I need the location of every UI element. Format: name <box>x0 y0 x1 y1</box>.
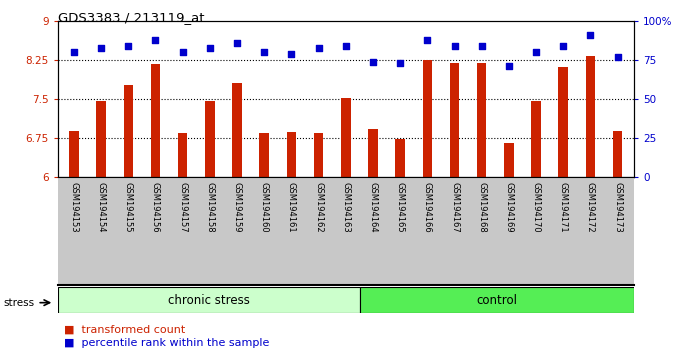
Text: GSM194153: GSM194153 <box>69 182 79 233</box>
Bar <box>178 133 187 177</box>
Text: GSM194169: GSM194169 <box>504 182 513 233</box>
Bar <box>205 101 215 177</box>
Bar <box>260 133 269 177</box>
Text: GSM194173: GSM194173 <box>613 182 622 233</box>
Text: ■  percentile rank within the sample: ■ percentile rank within the sample <box>64 338 270 348</box>
Bar <box>96 101 106 177</box>
Point <box>68 50 79 55</box>
Bar <box>368 129 378 177</box>
Point <box>558 43 569 49</box>
Text: GSM194168: GSM194168 <box>477 182 486 233</box>
Text: GSM194172: GSM194172 <box>586 182 595 233</box>
Bar <box>586 56 595 177</box>
Text: GSM194160: GSM194160 <box>260 182 268 233</box>
Point <box>177 50 188 55</box>
Point <box>286 51 297 57</box>
Bar <box>532 101 541 177</box>
Point <box>367 59 378 64</box>
Text: GSM194157: GSM194157 <box>178 182 187 233</box>
Point <box>504 64 515 69</box>
Text: control: control <box>476 293 517 307</box>
Text: GSM194154: GSM194154 <box>97 182 106 233</box>
Point <box>476 43 487 49</box>
Bar <box>504 143 514 177</box>
Text: GSM194163: GSM194163 <box>341 182 351 233</box>
Text: GSM194156: GSM194156 <box>151 182 160 233</box>
Text: GSM194165: GSM194165 <box>396 182 405 233</box>
Point <box>313 45 324 51</box>
Point <box>150 37 161 43</box>
Text: GSM194170: GSM194170 <box>532 182 540 233</box>
Point <box>531 50 542 55</box>
Point <box>259 50 270 55</box>
Bar <box>123 85 133 177</box>
Point <box>422 37 433 43</box>
Point <box>449 43 460 49</box>
Text: ■  transformed count: ■ transformed count <box>64 325 186 335</box>
Text: GSM194162: GSM194162 <box>314 182 323 233</box>
Point <box>232 40 243 46</box>
Text: GSM194164: GSM194164 <box>368 182 378 233</box>
Text: GSM194158: GSM194158 <box>205 182 214 233</box>
Bar <box>151 64 160 177</box>
Bar <box>422 60 432 177</box>
Point <box>585 33 596 38</box>
Point <box>96 45 106 51</box>
Point <box>340 43 351 49</box>
Text: GDS3383 / 213119_at: GDS3383 / 213119_at <box>58 11 204 24</box>
Point <box>205 45 216 51</box>
Bar <box>58 287 359 313</box>
Bar <box>233 82 242 177</box>
Bar <box>450 63 459 177</box>
Bar <box>559 67 568 177</box>
Bar <box>477 63 486 177</box>
Text: GSM194155: GSM194155 <box>124 182 133 233</box>
Bar <box>314 133 323 177</box>
Text: chronic stress: chronic stress <box>167 293 250 307</box>
Bar <box>395 139 405 177</box>
Bar <box>69 131 79 177</box>
Bar <box>341 98 351 177</box>
Text: GSM194171: GSM194171 <box>559 182 567 233</box>
Text: GSM194166: GSM194166 <box>423 182 432 233</box>
Bar <box>287 132 296 177</box>
Text: GSM194161: GSM194161 <box>287 182 296 233</box>
Point <box>612 54 623 60</box>
Text: GSM194167: GSM194167 <box>450 182 459 233</box>
Point <box>123 43 134 49</box>
Point <box>395 61 405 66</box>
Text: GSM194159: GSM194159 <box>233 182 241 233</box>
Bar <box>359 287 634 313</box>
Text: stress: stress <box>3 298 35 308</box>
Bar <box>613 131 622 177</box>
